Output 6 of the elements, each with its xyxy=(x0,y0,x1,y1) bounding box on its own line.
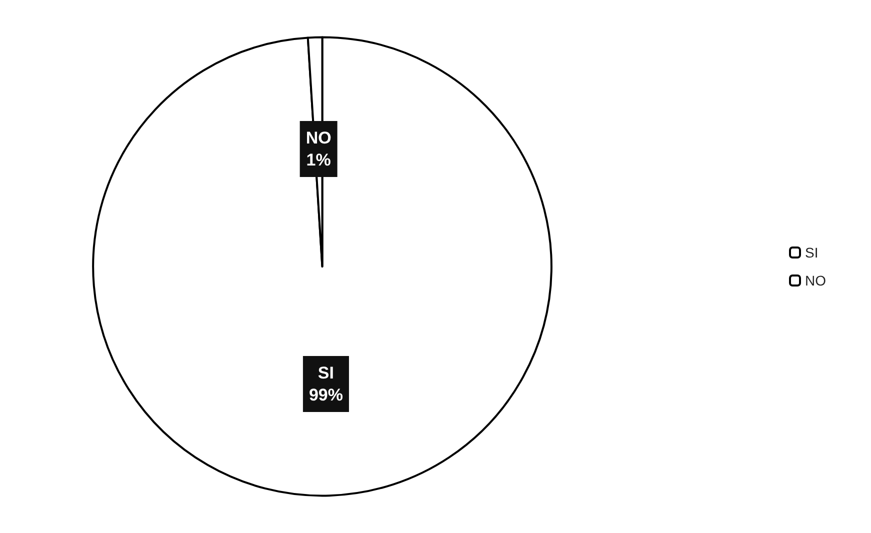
legend-label: NO xyxy=(805,272,826,288)
slice-label: NO xyxy=(306,128,332,148)
legend-label: SI xyxy=(805,244,818,260)
data-label: 1% xyxy=(306,150,331,170)
data-label: 99% xyxy=(308,386,343,405)
slice-label: SI xyxy=(318,364,334,383)
